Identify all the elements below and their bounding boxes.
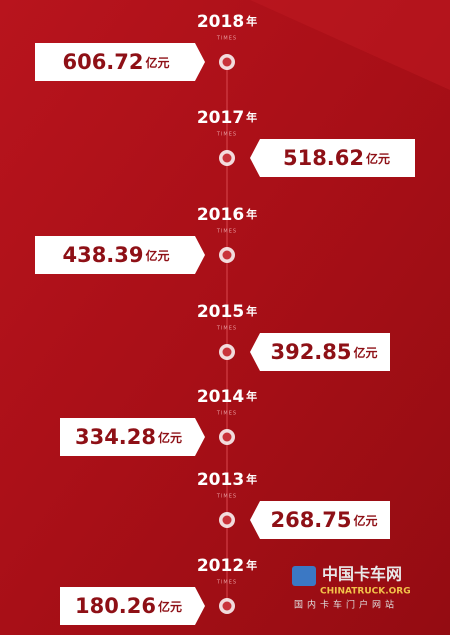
value-unit: 亿元 [146, 248, 170, 263]
value-box [35, 236, 205, 274]
timeline-item: 2016 年 TIMES 438.39 亿元 [35, 205, 257, 274]
value-box [60, 587, 205, 625]
year-unit: 年 [246, 304, 257, 318]
year: 2014 [197, 387, 244, 407]
watermark-slogan: 国内卡车门户网站 [294, 599, 398, 611]
times-label: TIMES [216, 411, 237, 417]
value: 438.39 [62, 243, 143, 267]
times-label: TIMES [216, 494, 237, 500]
year-label: 2012 年 [197, 556, 257, 576]
value-label: 392.85 亿元 [270, 340, 377, 364]
value-unit: 亿元 [366, 151, 390, 166]
value: 268.75 [270, 508, 351, 532]
timeline-dot-inner [222, 432, 232, 442]
timeline-item: 2012 年 TIMES 180.26 亿元 [60, 556, 257, 625]
year: 2018 [197, 12, 244, 32]
year-unit: 年 [246, 389, 257, 403]
value-label: 180.26 亿元 [75, 594, 182, 618]
times-label: TIMES [216, 132, 237, 138]
value-box [250, 501, 390, 539]
times-label: TIMES [216, 229, 237, 235]
value-box [250, 333, 390, 371]
year-label: 2013 年 [197, 470, 257, 490]
value: 518.62 [283, 146, 364, 170]
year-unit: 年 [246, 207, 257, 221]
timeline-item: 2017 年 TIMES 518.62 亿元 [197, 108, 415, 177]
year: 2016 [197, 205, 244, 225]
year-unit: 年 [246, 558, 257, 572]
timeline-dot-inner [222, 57, 232, 67]
timeline-item: 2013 年 TIMES 268.75 亿元 [197, 470, 390, 539]
timeline-dot-inner [222, 250, 232, 260]
timeline-item: 2018 年 TIMES 606.72 亿元 [35, 12, 257, 81]
value-label: 606.72 亿元 [62, 50, 169, 74]
year-unit: 年 [246, 110, 257, 124]
times-label: TIMES [216, 36, 237, 42]
value-box [60, 418, 205, 456]
value: 180.26 [75, 594, 156, 618]
value: 606.72 [62, 50, 143, 74]
watermark: 中国卡车网 CHINATRUCK.ORG 国内卡车门户网站 [292, 565, 411, 611]
watermark-icon [292, 566, 316, 586]
value-unit: 亿元 [354, 345, 378, 360]
year-label: 2017 年 [197, 108, 257, 128]
times-label: TIMES [216, 326, 237, 332]
year-unit: 年 [246, 14, 257, 28]
year-label: 2014 年 [197, 387, 257, 407]
year: 2015 [197, 302, 244, 322]
year: 2013 [197, 470, 244, 490]
timeline-item: 2015 年 TIMES 392.85 亿元 [197, 302, 390, 371]
watermark-domain: CHINATRUCK.ORG [320, 587, 411, 597]
timeline-dot-inner [222, 347, 232, 357]
value-unit: 亿元 [354, 513, 378, 528]
timeline-dot-inner [222, 153, 232, 163]
value-label: 334.28 亿元 [75, 425, 182, 449]
value-label: 518.62 亿元 [283, 146, 390, 170]
watermark-name: 中国卡车网 [322, 565, 402, 584]
value-unit: 亿元 [158, 599, 182, 614]
year-unit: 年 [246, 472, 257, 486]
year-label: 2015 年 [197, 302, 257, 322]
timeline-dot-inner [222, 601, 232, 611]
value-box [35, 43, 205, 81]
times-label: TIMES [216, 580, 237, 586]
timeline-dot-inner [222, 515, 232, 525]
value-unit: 亿元 [146, 55, 170, 70]
year: 2012 [197, 556, 244, 576]
value-box [250, 139, 415, 177]
year-label: 2018 年 [197, 12, 257, 32]
year-label: 2016 年 [197, 205, 257, 225]
value: 334.28 [75, 425, 156, 449]
value-unit: 亿元 [158, 430, 182, 445]
value-label: 268.75 亿元 [270, 508, 377, 532]
value-label: 438.39 亿元 [62, 243, 169, 267]
background-shape [250, 0, 450, 90]
value: 392.85 [270, 340, 351, 364]
year: 2017 [197, 108, 244, 128]
timeline-item: 2014 年 TIMES 334.28 亿元 [60, 387, 257, 456]
